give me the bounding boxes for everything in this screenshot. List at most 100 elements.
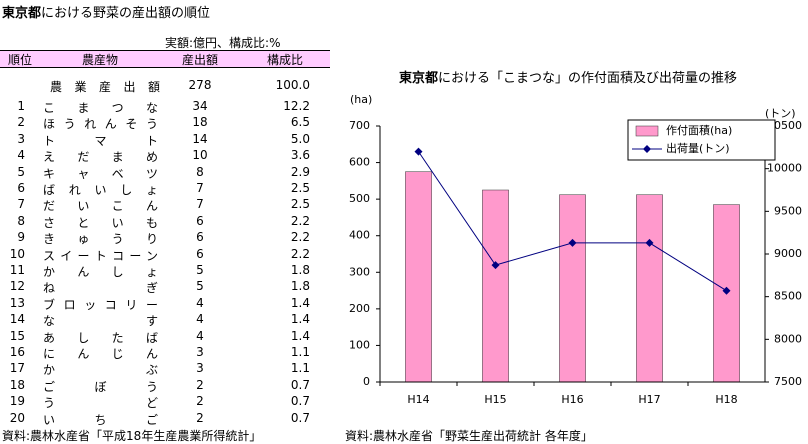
- rank: 17: [9, 361, 25, 376]
- crop-name: きゅうり: [43, 232, 158, 247]
- axes: [379, 126, 766, 383]
- amount: 7: [196, 197, 204, 212]
- crop-name: さといも: [43, 215, 158, 230]
- share: 1.1: [290, 361, 310, 376]
- y-tick-label: 600: [349, 156, 370, 169]
- rank: 10: [9, 246, 25, 261]
- y2-tick-label: 7500: [774, 375, 802, 388]
- table-title: 東京都における野菜の産出額の順位: [2, 2, 210, 21]
- share: 3.6: [290, 148, 310, 163]
- crop-name: かぶ: [43, 363, 158, 378]
- table-source: 資料:農林水産省「平成18年生産農業所得統計」: [2, 429, 262, 443]
- crop-name: ごぼう: [43, 379, 158, 394]
- rank: 15: [9, 328, 25, 343]
- legend-label: 作付面積(ha): [666, 123, 732, 137]
- share: 1.8: [290, 279, 310, 294]
- y-tick-label: 0: [363, 375, 370, 388]
- crop-name: だいこん: [43, 199, 158, 214]
- rank: 13: [9, 295, 25, 310]
- y-tick-label: 700: [349, 119, 370, 132]
- y2-tick-label: 9500: [774, 204, 802, 217]
- rank: 3: [17, 131, 25, 146]
- amount: 14: [192, 131, 208, 146]
- y2-axis-label: (トン): [765, 107, 796, 120]
- marker: [491, 261, 500, 270]
- crop-name: なす: [43, 314, 158, 329]
- crop-name: いちご: [43, 412, 158, 427]
- column-header: 農産物: [81, 53, 118, 67]
- share: 2.2: [290, 213, 310, 228]
- marker: [568, 238, 577, 247]
- share: 1.8: [290, 263, 310, 277]
- y-tick-label: 500: [349, 192, 370, 205]
- y-axis-label: (ha): [350, 93, 372, 106]
- x-tick-label: H16: [561, 393, 583, 406]
- crop-name: 農業産出額: [50, 80, 160, 94]
- x-tick-label: H17: [638, 393, 660, 406]
- title-emphasis: 東京都: [399, 71, 439, 86]
- chart-source: 資料:農林水産省「野菜生産出荷統計 各年度」: [345, 429, 593, 443]
- marker: [722, 286, 731, 295]
- share: 6.5: [290, 115, 310, 130]
- crop-name: かんしょ: [43, 265, 158, 279]
- rank: 12: [9, 279, 25, 294]
- crop-name: ばれいしょ: [43, 183, 158, 197]
- amount: 4: [196, 295, 204, 310]
- share: 12.2: [283, 99, 310, 113]
- share: 1.4: [290, 312, 310, 327]
- y-tick-label: 400: [349, 229, 370, 242]
- crop-name: トマト: [43, 133, 158, 148]
- x-tick-label: H15: [484, 393, 506, 406]
- column-header: 構成比: [266, 53, 303, 67]
- bar: [559, 194, 586, 383]
- amount: 3: [196, 345, 204, 359]
- column-header: 順位: [7, 53, 32, 67]
- rank: 11: [9, 263, 25, 277]
- rank: 6: [17, 181, 25, 195]
- share: 2.2: [290, 246, 310, 261]
- y2-tick-label: 8000: [774, 332, 802, 345]
- share: 0.7: [290, 410, 310, 425]
- amount: 34: [192, 99, 208, 113]
- title-emphasis: 東京都: [2, 6, 42, 21]
- amount: 2: [196, 394, 204, 409]
- crop-name: にんじん: [43, 347, 158, 361]
- share: 0.7: [290, 394, 310, 409]
- rank: 8: [17, 213, 25, 228]
- bar: [713, 204, 740, 383]
- crop-name: ねぎ: [43, 281, 158, 296]
- y2-tick-label: 10000: [767, 162, 802, 175]
- crop-name: えだまめ: [43, 150, 158, 165]
- amount: 2: [196, 377, 204, 392]
- crop-name: あしたば: [43, 330, 158, 345]
- title-text: における「こまつな」の作付面積及び出荷量の推移: [438, 71, 738, 86]
- share: 5.0: [290, 131, 310, 146]
- y-tick-label: 100: [349, 338, 370, 351]
- amount: 4: [196, 312, 204, 327]
- y-tick-label: 200: [349, 302, 370, 315]
- legend-label: 出荷量(トン): [666, 141, 730, 155]
- share: 2.9: [290, 164, 310, 179]
- amount: 5: [196, 279, 204, 294]
- x-tick-label: H14: [407, 393, 429, 406]
- chart-title: 東京都における「こまつな」の作付面積及び出荷量の推移: [399, 67, 737, 86]
- crop-name: ブロッコリー: [43, 297, 158, 312]
- x-tick-label: H18: [715, 393, 737, 406]
- amount: 6: [196, 213, 204, 228]
- rank: 19: [9, 394, 25, 409]
- legend-marker: [643, 145, 651, 153]
- amount: 3: [196, 361, 204, 376]
- rank: 18: [9, 377, 25, 392]
- y-tick-label: 300: [349, 265, 370, 278]
- crop-name: キャベツ: [43, 166, 158, 181]
- marker: [645, 238, 654, 247]
- rank: 16: [9, 345, 25, 359]
- amount: 2: [196, 410, 204, 425]
- rank: 7: [17, 197, 25, 212]
- rank: 14: [9, 312, 25, 327]
- amount: 10: [192, 148, 208, 163]
- amount: 5: [196, 263, 204, 277]
- rank: 4: [17, 148, 25, 163]
